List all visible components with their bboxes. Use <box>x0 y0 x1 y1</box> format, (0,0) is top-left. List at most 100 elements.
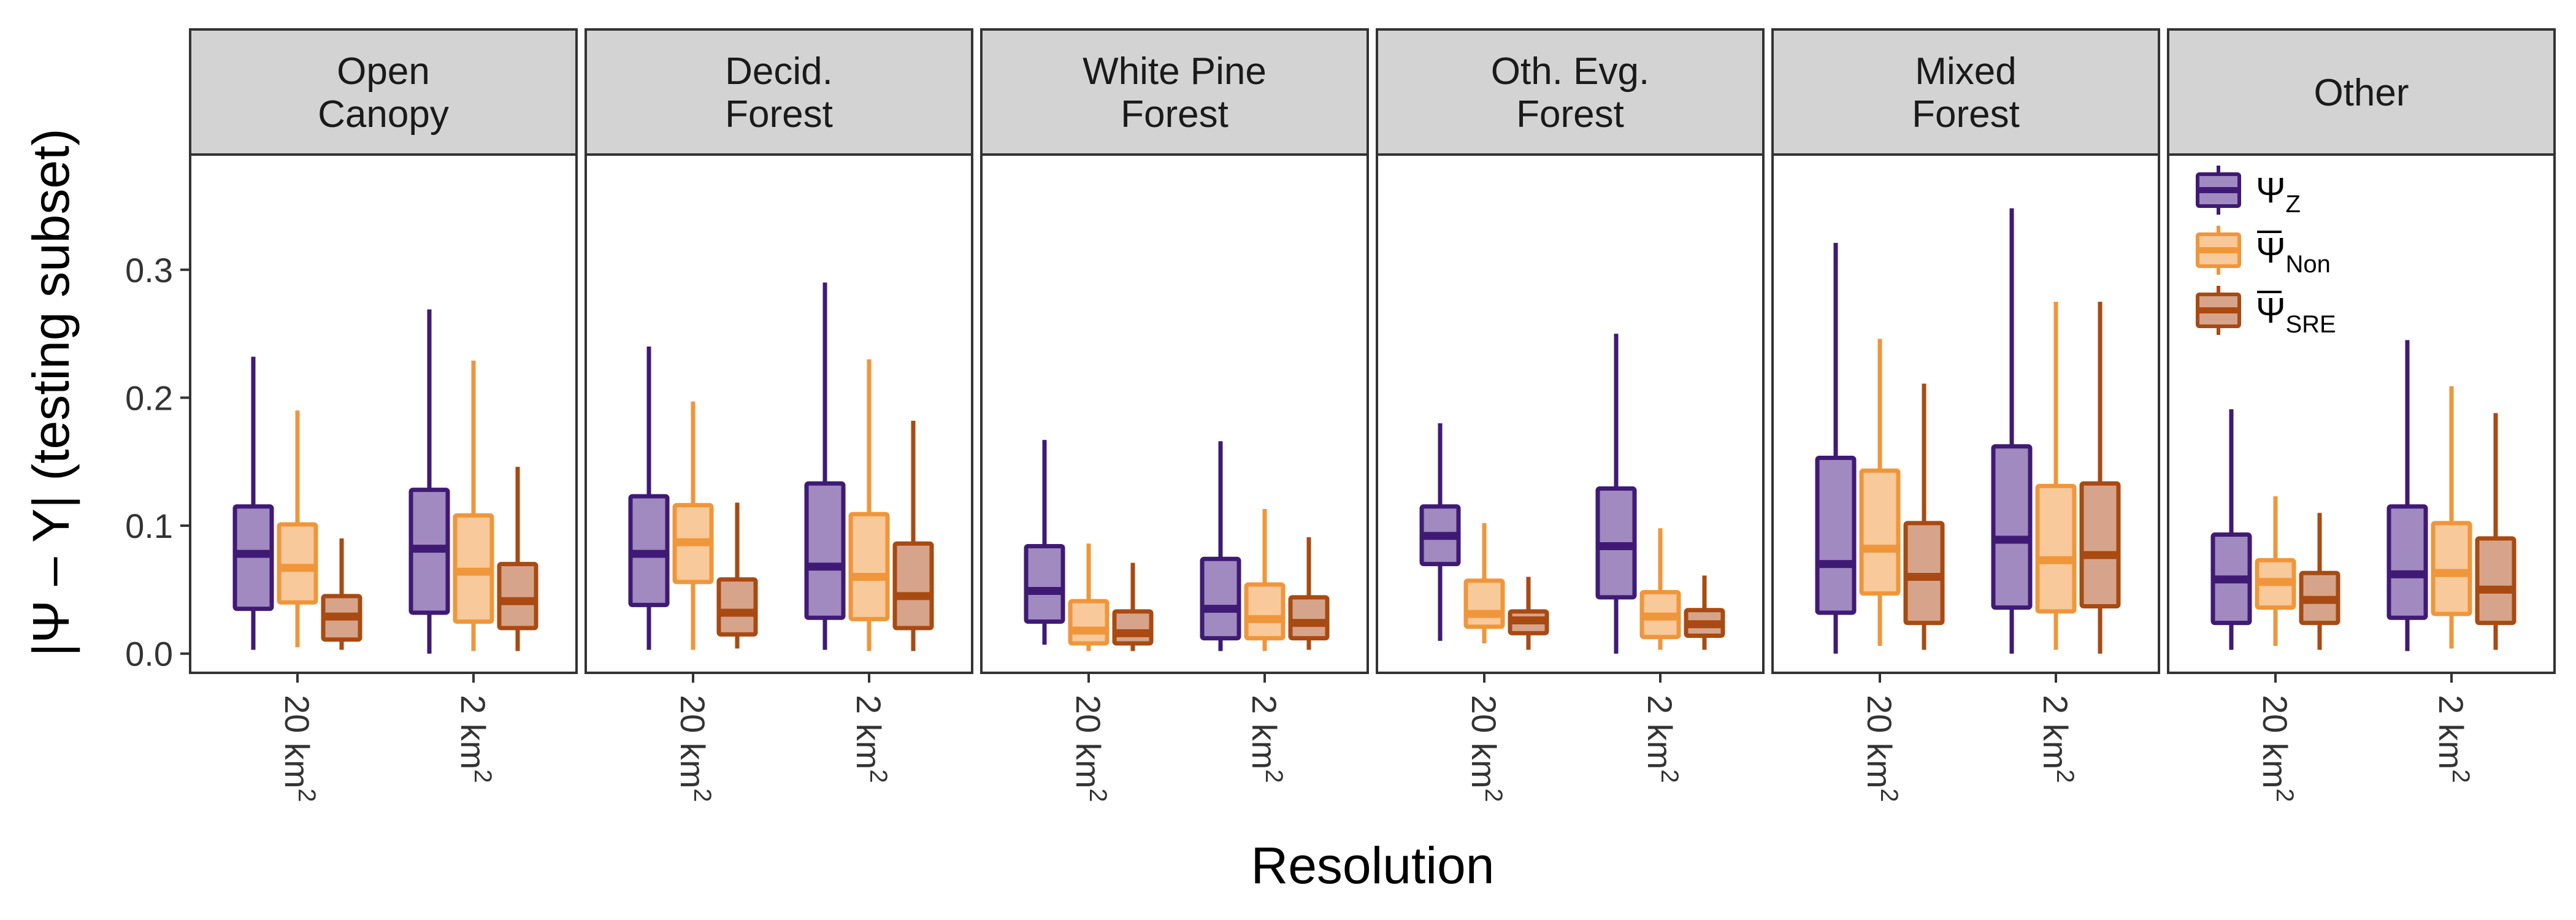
facet-strip <box>980 28 1369 156</box>
facet-panel: Decid.Forest 20 km2 2 km2 <box>585 28 973 802</box>
x-tick-label: 2 km2 <box>849 695 892 783</box>
box-plot <box>277 410 318 648</box>
facet-strip-label: Forest <box>725 93 833 136</box>
x-tick-label: 2 km2 <box>1641 695 1683 783</box>
box-plot <box>321 538 362 650</box>
box-plot <box>1463 523 1505 644</box>
y-tick-label: 0.3 <box>125 251 173 289</box>
box-plot <box>804 282 846 650</box>
box-iqr <box>1024 543 1065 624</box>
box-plot <box>1684 575 1725 650</box>
x-tick-label: 2 km2 <box>2432 695 2474 783</box>
box-plot <box>1639 528 1681 650</box>
box-plot <box>497 467 539 651</box>
box-iqr <box>1244 582 1286 641</box>
box-iqr <box>2475 536 2517 626</box>
box-iqr <box>1288 595 1330 641</box>
x-tick-label: 20 km2 <box>1465 695 1507 802</box>
box-plot <box>1288 537 1330 650</box>
box-iqr <box>277 522 318 605</box>
legend: ΨZ ΨNon ΨSRE <box>2196 166 2336 338</box>
box-plot <box>2431 386 2472 649</box>
box-iqr <box>804 481 846 620</box>
x-tick-label: 2 km2 <box>454 695 496 783</box>
box-iqr <box>1463 578 1505 629</box>
box-iqr <box>1815 455 1857 615</box>
box-iqr <box>1068 599 1110 646</box>
facet-strip-label: White Pine <box>1083 50 1267 93</box>
facet-strip-label: Canopy <box>318 93 449 136</box>
box-plot <box>1903 383 1945 650</box>
facet-strip-label: Oth. Evg. <box>1491 50 1649 93</box>
box-plot <box>1991 208 2033 654</box>
y-axis-title: |Ψ – Y| (testing subset) <box>22 129 80 657</box>
legend-label: ΨSRE <box>2256 291 2336 338</box>
box-iqr <box>1859 468 1901 596</box>
legend-item: ΨZ <box>2196 166 2301 218</box>
box-plot <box>1815 242 1857 654</box>
facet-strip <box>189 28 578 156</box>
box-iqr <box>1112 609 1154 646</box>
box-plot <box>2386 340 2428 651</box>
x-tick-label: 20 km2 <box>2256 695 2298 802</box>
box-plot <box>1068 543 1110 651</box>
box-plot <box>2210 409 2252 650</box>
box-plot <box>892 420 934 651</box>
box-plot <box>2079 301 2121 654</box>
legend-item: ΨNon <box>2196 226 2331 278</box>
facet-strip-label: Mixed <box>1915 50 2016 93</box>
box-iqr <box>2431 521 2472 616</box>
facet-strip-label: Decid. <box>725 50 833 93</box>
facet-strip-label: Forest <box>1121 93 1229 136</box>
x-tick-label: 2 km2 <box>2036 695 2079 783</box>
box-iqr <box>1991 444 2033 610</box>
box-plot <box>1112 562 1154 651</box>
box-plot <box>1508 577 1549 650</box>
box-plot <box>2255 496 2296 646</box>
facet-strip-label: Other <box>2313 72 2409 114</box>
x-tick-label: 2 km2 <box>1245 695 1287 783</box>
facet-panel: Other 20 km2 2 km2 <box>2167 28 2556 802</box>
facet-panel: Oth. Evg.Forest 20 km2 2 km2 <box>1376 28 1765 802</box>
x-tick-label: 20 km2 <box>278 695 320 802</box>
box-plot <box>1244 508 1286 651</box>
legend-label: ΨZ <box>2256 171 2301 218</box>
facet-strip-label: Forest <box>1912 93 2020 136</box>
x-axis-title: Resolution <box>1251 837 1495 894</box>
box-plot <box>453 360 494 651</box>
facet-strip-label: Open <box>337 50 430 93</box>
x-tick-label: 20 km2 <box>1069 695 1111 802</box>
box-plot <box>1024 440 1065 645</box>
facet-strip-label: Forest <box>1516 93 1624 136</box>
y-axis: 0.0 0.1 0.2 0.3 <box>125 251 190 673</box>
box-plot <box>1200 441 1241 651</box>
box-plot <box>2475 413 2517 650</box>
box-plot <box>2299 513 2340 650</box>
box-plot <box>628 346 670 650</box>
box-iqr <box>892 541 934 631</box>
facet-strip <box>1376 28 1765 156</box>
box-plot <box>2035 301 2077 650</box>
box-plot <box>1595 334 1637 654</box>
box-plot <box>1419 423 1461 641</box>
legend-item: ΨSRE <box>2196 286 2336 338</box>
box-plot <box>716 502 758 649</box>
box-plot <box>848 359 890 651</box>
facet-strip <box>585 28 973 156</box>
box-iqr <box>2079 481 2121 609</box>
box-iqr <box>716 577 758 637</box>
x-tick-label: 20 km2 <box>1860 695 1903 802</box>
y-tick-label: 0.2 <box>125 378 173 417</box>
box-plot <box>672 401 714 650</box>
y-tick-label: 0.1 <box>125 507 173 545</box>
box-iqr <box>497 562 539 631</box>
box-plot <box>408 309 450 654</box>
box-plot <box>232 356 274 650</box>
box-iqr <box>2035 483 2077 614</box>
box-iqr <box>1200 556 1241 641</box>
